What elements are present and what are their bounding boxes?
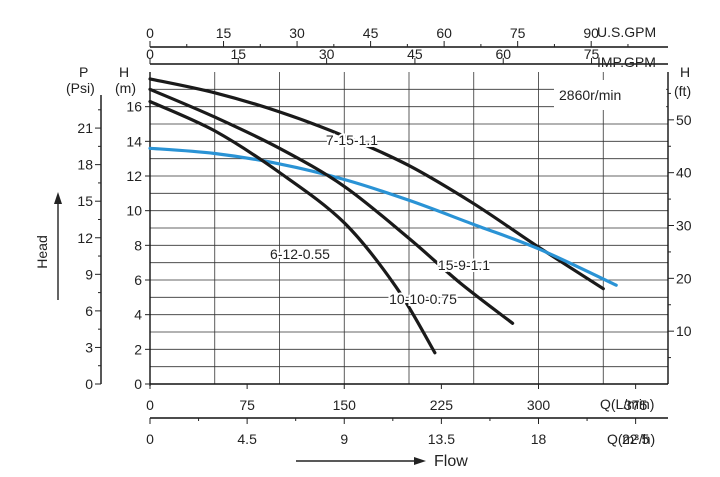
axes (100, 46, 669, 419)
head-m-tick-label: 16 (126, 99, 142, 115)
head-ft-axis-title: H (680, 64, 690, 80)
speed-box (554, 80, 666, 110)
head-axis-label: Head (34, 235, 50, 268)
m3h-tick-label: 9 (340, 431, 348, 447)
lpm-tick-label: 375 (624, 397, 648, 413)
us-gpm-tick-label: 60 (436, 25, 452, 41)
imp-gpm-tick-label: 60 (495, 46, 511, 62)
us-gpm-tick-label: 75 (510, 25, 526, 41)
us-gpm-tick-label: 15 (216, 25, 232, 41)
lpm-tick-label: 225 (430, 397, 454, 413)
head-ft-axis-unit: (ft) (674, 83, 691, 99)
imp-gpm-tick-label: 15 (231, 46, 247, 62)
us-gpm-label: U.S.GPM (597, 24, 656, 40)
head-ft-tick-label: 50 (676, 112, 692, 128)
m3h-axis-title: Q(m³/h) (607, 431, 655, 447)
head-m-tick-label: 8 (134, 237, 142, 253)
head-ft-tick-label: 40 (676, 165, 692, 181)
speed-label: 2860r/min (559, 87, 621, 103)
psi-tick-label: 0 (85, 376, 93, 392)
head-m-axis-unit: (m) (115, 80, 136, 96)
psi-tick-label: 15 (77, 193, 93, 209)
flow-arrow-head (414, 457, 426, 465)
head-m-tick-label: 10 (126, 203, 142, 219)
head-ft-tick-label: 10 (676, 323, 692, 339)
m3h-tick-label: 4.5 (237, 431, 257, 447)
lpm-tick-label: 75 (239, 397, 255, 413)
psi-tick-label: 12 (77, 230, 93, 246)
curve-labels: 7-15-1.1 15-9-1.1 10-10-0.75 6-12-0.55 (268, 130, 492, 309)
head-m-tick-label: 0 (134, 376, 142, 392)
curve-15-9-1.1 (148, 146, 618, 287)
curve-10-10-0.75 (148, 87, 515, 325)
curve-7-15-1.1 (148, 77, 605, 291)
curve-label-6-12-0.55: 6-12-0.55 (270, 246, 330, 262)
head-ft-tick-label: 20 (676, 270, 692, 286)
lpm-tick-label: 300 (527, 397, 551, 413)
curve-label-7-15-1.1: 7-15-1.1 (326, 132, 378, 148)
psi-axis-title: P (79, 64, 88, 80)
psi-axis-unit: (Psi) (66, 80, 95, 96)
head-m-axis-title: H (119, 64, 129, 80)
imp-gpm-tick-label: 75 (584, 46, 600, 62)
series (148, 77, 618, 355)
psi-tick-label: 9 (85, 266, 93, 282)
imp-gpm-tick-label: 45 (407, 46, 423, 62)
head-arrow-head (54, 192, 62, 204)
curve-label-10-10-0.75: 10-10-0.75 (389, 291, 457, 307)
curve-label-15-9-1.1: 15-9-1.1 (438, 257, 490, 273)
lpm-axis-title: Q(L/min) (600, 396, 654, 412)
m3h-tick-label: 22.5 (622, 431, 649, 447)
m3h-tick-label: 18 (531, 431, 547, 447)
psi-tick-label: 21 (77, 120, 93, 136)
psi-tick-label: 6 (85, 303, 93, 319)
head-m-tick-label: 12 (126, 168, 142, 184)
flow-axis-label: Flow (434, 453, 468, 470)
lpm-tick-label: 0 (146, 397, 154, 413)
head-ft-tick-label: 30 (676, 218, 692, 234)
imp-gpm-label: IMP.GPM (597, 54, 656, 70)
head-m-tick-label: 2 (134, 341, 142, 357)
m3h-tick-label: 13.5 (428, 431, 455, 447)
lpm-tick-label: 150 (333, 397, 357, 413)
us-gpm-tick-label: 30 (289, 25, 305, 41)
grid (150, 72, 668, 384)
us-gpm-tick-label: 90 (583, 25, 599, 41)
head-m-tick-label: 14 (126, 133, 142, 149)
psi-tick-label: 18 (77, 157, 93, 173)
imp-gpm-tick-label: 0 (146, 46, 154, 62)
curve-6-12-0.55 (148, 99, 437, 355)
head-m-tick-label: 4 (134, 307, 142, 323)
head-m-tick-label: 6 (134, 272, 142, 288)
imp-gpm-tick-label: 30 (319, 46, 335, 62)
m3h-tick-label: 0 (146, 431, 154, 447)
us-gpm-tick-label: 0 (146, 25, 154, 41)
us-gpm-tick-label: 45 (363, 25, 379, 41)
tick-labels: 0 15 30 45 60 75 900 15 30 45 60 750 75 150 225 300 3750… (77, 25, 691, 447)
psi-tick-label: 3 (85, 339, 93, 355)
